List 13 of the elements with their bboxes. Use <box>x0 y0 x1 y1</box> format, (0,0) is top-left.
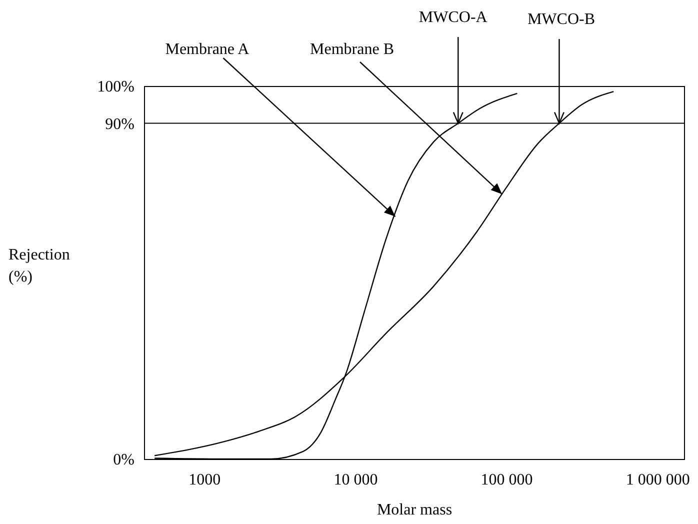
y-tick-label: 90% <box>105 116 134 133</box>
annotation: Membrane A <box>165 41 250 58</box>
x-axis-title: Molar mass <box>376 502 452 518</box>
y-axis-title: Rejection (%) <box>8 246 70 286</box>
y-tick-label: 100% <box>97 78 134 96</box>
annotation: MWCO-A <box>418 9 488 26</box>
x-tick-label: 100 000 <box>480 472 533 488</box>
x-tick-label: 1 000 000 <box>626 472 690 488</box>
annotation: Membrane B <box>310 41 394 58</box>
y-tick-label: 0% <box>113 452 134 468</box>
x-tick-label: 10 000 <box>334 472 378 488</box>
x-tick-label: 1000 <box>188 472 221 488</box>
annotation: MWCO-B <box>527 11 596 28</box>
